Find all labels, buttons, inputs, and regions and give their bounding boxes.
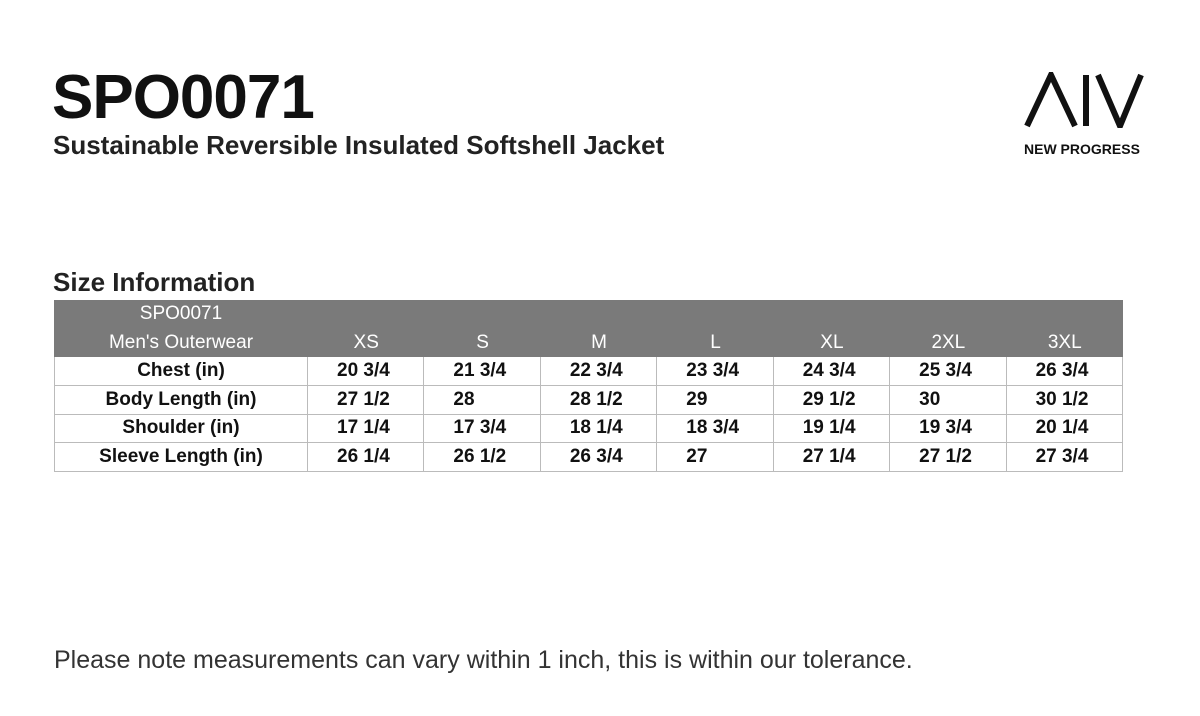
row-label: Sleeve Length (in) xyxy=(54,443,308,472)
size-value: 26 3/4 xyxy=(1006,357,1123,386)
size-value: 27 3/4 xyxy=(1006,443,1123,472)
size-value: 27 xyxy=(657,443,774,472)
size-value: 23 3/4 xyxy=(657,357,774,386)
section-title: Size Information xyxy=(53,267,256,297)
size-header: 2XL xyxy=(931,331,966,353)
header-row xyxy=(54,300,1123,357)
size-value: 30 1/2 xyxy=(1006,385,1123,415)
size-header: S xyxy=(476,331,489,353)
size-table: SPO0071 Men's Outerwear XS S M L XL 2XL 3XL Chest… xyxy=(54,300,1123,472)
size-value: 29 xyxy=(657,385,774,415)
size-header: M xyxy=(591,331,607,353)
size-value: 29 1/2 xyxy=(773,385,891,415)
header-label: SPO0071 xyxy=(139,303,223,325)
size-value: 18 3/4 xyxy=(657,414,774,444)
size-value: 28 1/2 xyxy=(540,385,658,415)
logo-mark xyxy=(1024,72,1144,128)
size-value: 26 1/4 xyxy=(308,443,425,472)
size-header: XS xyxy=(353,331,379,353)
size-value: 26 1/2 xyxy=(424,443,541,472)
row-label: Chest (in) xyxy=(54,357,308,386)
size-value: 19 1/4 xyxy=(773,414,891,444)
product-code: SPO0071 xyxy=(52,63,315,132)
size-header: L xyxy=(710,331,721,353)
size-value: 22 3/4 xyxy=(540,357,658,386)
size-value: 30 xyxy=(890,385,1007,415)
row-label: Body Length (in) xyxy=(54,385,308,415)
size-header: XL xyxy=(820,331,844,353)
size-value: 20 1/4 xyxy=(1006,414,1123,444)
size-value: 28 xyxy=(424,385,541,415)
size-value: 25 3/4 xyxy=(890,357,1007,386)
size-value: 17 1/4 xyxy=(308,414,425,444)
size-value: 20 3/4 xyxy=(308,357,425,386)
size-value: 17 3/4 xyxy=(424,414,541,444)
size-value: 27 1/2 xyxy=(890,443,1007,472)
size-value: 26 3/4 xyxy=(540,443,658,472)
logo-a xyxy=(1024,72,1078,128)
logo-strokes xyxy=(1024,72,1144,128)
size-value: 21 3/4 xyxy=(424,357,541,386)
brand-name: NEW PROGRESS xyxy=(1024,141,1140,157)
row-label: Shoulder (in) xyxy=(54,414,308,444)
logo-v xyxy=(1095,73,1144,128)
size-value: 19 3/4 xyxy=(890,414,1007,444)
tolerance-note: Please note measurements can vary within… xyxy=(54,646,913,674)
size-value: 27 1/2 xyxy=(308,385,425,415)
header-label: Men's Outerwear xyxy=(108,331,254,353)
product-title: Sustainable Reversible Insulated Softshe… xyxy=(53,130,665,160)
size-value: 27 1/4 xyxy=(773,443,891,472)
size-value: 18 1/4 xyxy=(540,414,658,444)
size-header: 3XL xyxy=(1047,331,1082,353)
size-value: 24 3/4 xyxy=(773,357,891,386)
